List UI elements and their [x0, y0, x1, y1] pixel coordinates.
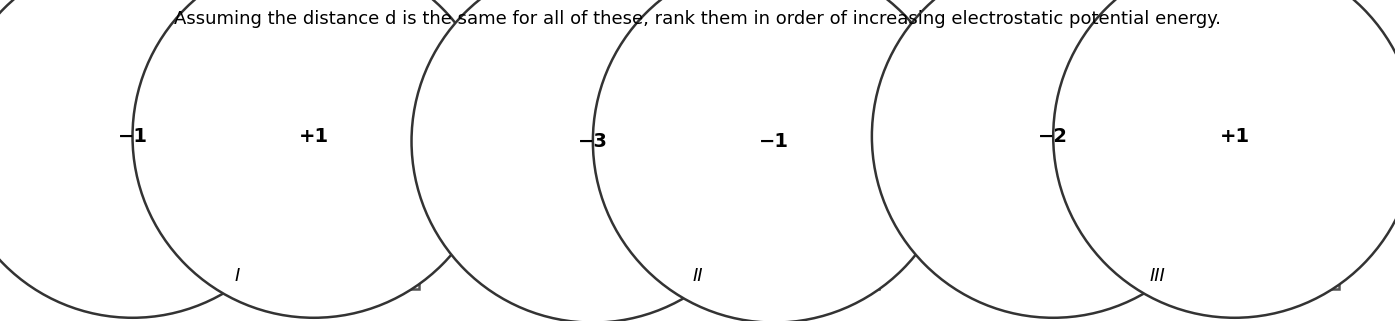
Bar — [56, 45, 418, 289]
Text: −2: −2 — [1038, 127, 1069, 146]
Text: −3: −3 — [578, 132, 608, 151]
Bar — [976, 45, 1339, 289]
Text: II: II — [692, 267, 703, 285]
Ellipse shape — [412, 0, 774, 321]
Ellipse shape — [0, 0, 314, 318]
Ellipse shape — [593, 0, 956, 321]
Text: +1: +1 — [299, 127, 329, 146]
Text: I: I — [234, 267, 240, 285]
Text: III: III — [1149, 267, 1166, 285]
Text: −1: −1 — [759, 132, 790, 151]
Ellipse shape — [133, 0, 495, 318]
Text: +1: +1 — [1219, 127, 1250, 146]
Text: Assuming the distance d is the same for all of these, rank them in order of incr: Assuming the distance d is the same for … — [174, 10, 1221, 28]
Ellipse shape — [872, 0, 1235, 318]
Ellipse shape — [1053, 0, 1395, 318]
Text: −1: −1 — [117, 127, 148, 146]
Bar — [516, 45, 879, 289]
